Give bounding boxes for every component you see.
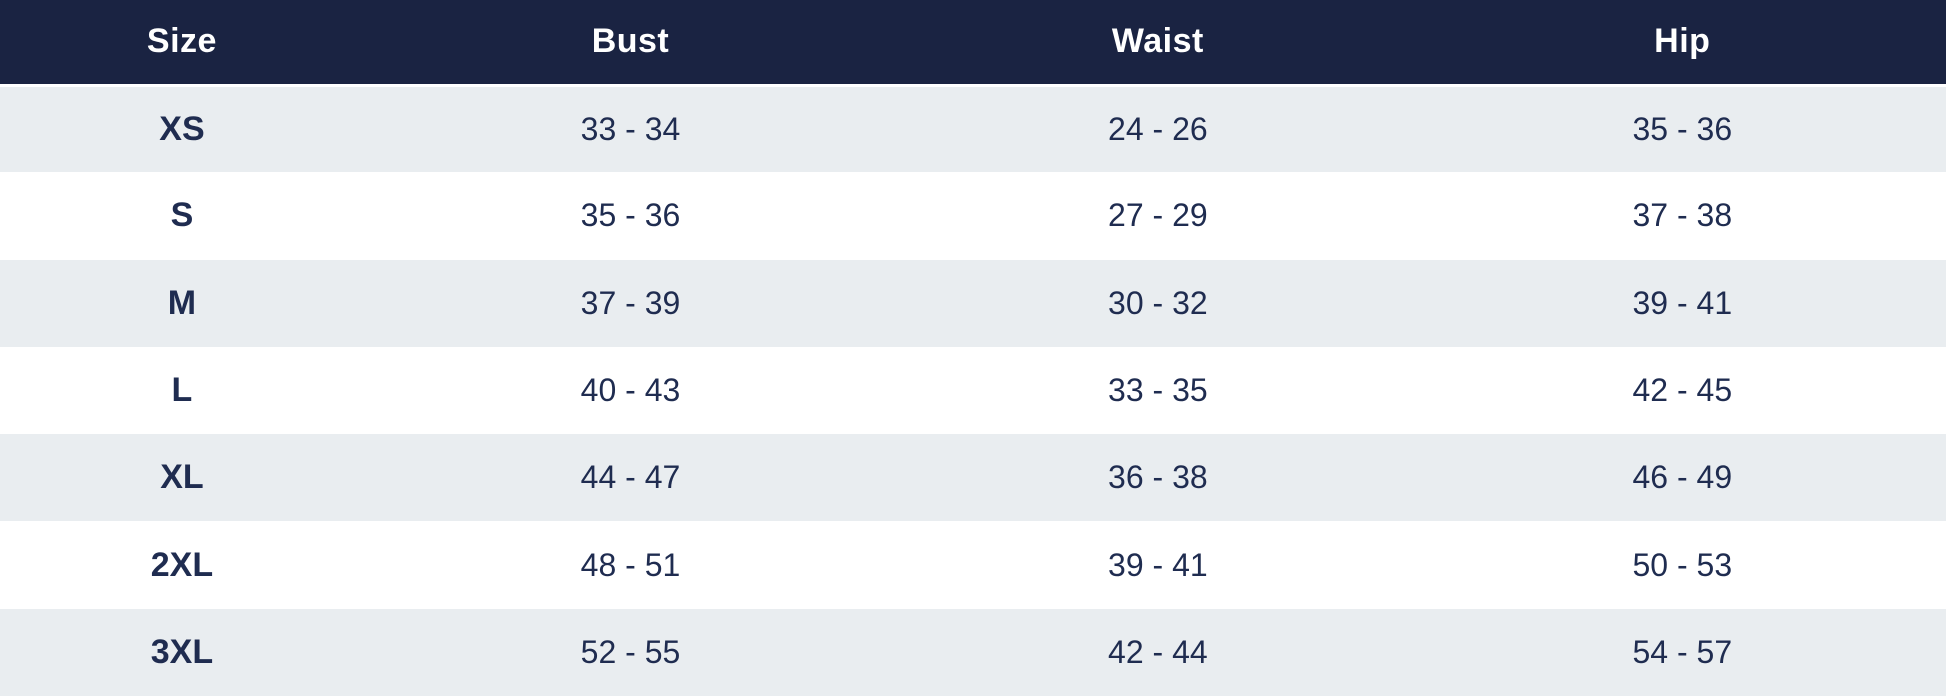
cell-waist: 24 - 26: [1108, 110, 1208, 147]
cell-hip: 50 - 53: [1632, 546, 1733, 583]
size-table-body: XS 33 - 34 24 - 26 35 - 36 S 35 - 36 27 …: [0, 85, 1946, 696]
cell-size: M: [167, 283, 197, 322]
cell-size: XL: [160, 458, 204, 497]
column-header-hip: Hip: [1418, 0, 1946, 87]
size-chart-header-row: Size Bust Waist Hip: [0, 0, 1946, 87]
cell-hip: 46 - 49: [1632, 459, 1733, 496]
cell-hip: 42 - 45: [1632, 371, 1733, 408]
cell-hip: 35 - 36: [1632, 110, 1733, 147]
table-row: M 37 - 39 30 - 32 39 - 41: [0, 259, 1946, 347]
cell-bust: 33 - 34: [580, 110, 681, 147]
cell-waist: 42 - 44: [1108, 633, 1208, 670]
column-header-size: Size: [0, 0, 364, 87]
table-row: 2XL 48 - 51 39 - 41 50 - 53: [0, 521, 1946, 609]
table-row: XS 33 - 34 24 - 26 35 - 36: [0, 85, 1946, 173]
cell-size: 3XL: [150, 632, 214, 671]
cell-size: L: [171, 370, 193, 409]
cell-size: XS: [159, 109, 205, 148]
cell-size: S: [170, 196, 194, 235]
cell-bust: 37 - 39: [580, 284, 681, 321]
cell-hip: 54 - 57: [1632, 633, 1733, 670]
cell-size: 2XL: [150, 545, 214, 584]
cell-waist: 33 - 35: [1108, 371, 1208, 408]
cell-waist: 27 - 29: [1108, 197, 1208, 234]
table-row: XL 44 - 47 36 - 38 46 - 49: [0, 434, 1946, 522]
table-row: L 40 - 43 33 - 35 42 - 45: [0, 346, 1946, 435]
cell-bust: 52 - 55: [580, 633, 681, 670]
cell-waist: 39 - 41: [1108, 546, 1208, 583]
column-header-bust: Bust: [363, 0, 898, 87]
column-header-waist: Waist: [897, 0, 1419, 87]
cell-bust: 35 - 36: [580, 197, 681, 234]
table-row: S 35 - 36 27 - 29 37 - 38: [0, 172, 1946, 260]
cell-waist: 30 - 32: [1108, 284, 1208, 321]
table-row: 3XL 52 - 55 42 - 44 54 - 57: [0, 608, 1946, 696]
cell-bust: 48 - 51: [580, 546, 681, 583]
cell-waist: 36 - 38: [1108, 459, 1208, 496]
cell-hip: 37 - 38: [1632, 197, 1733, 234]
cell-bust: 40 - 43: [580, 371, 681, 408]
cell-hip: 39 - 41: [1632, 284, 1733, 321]
cell-bust: 44 - 47: [580, 459, 681, 496]
